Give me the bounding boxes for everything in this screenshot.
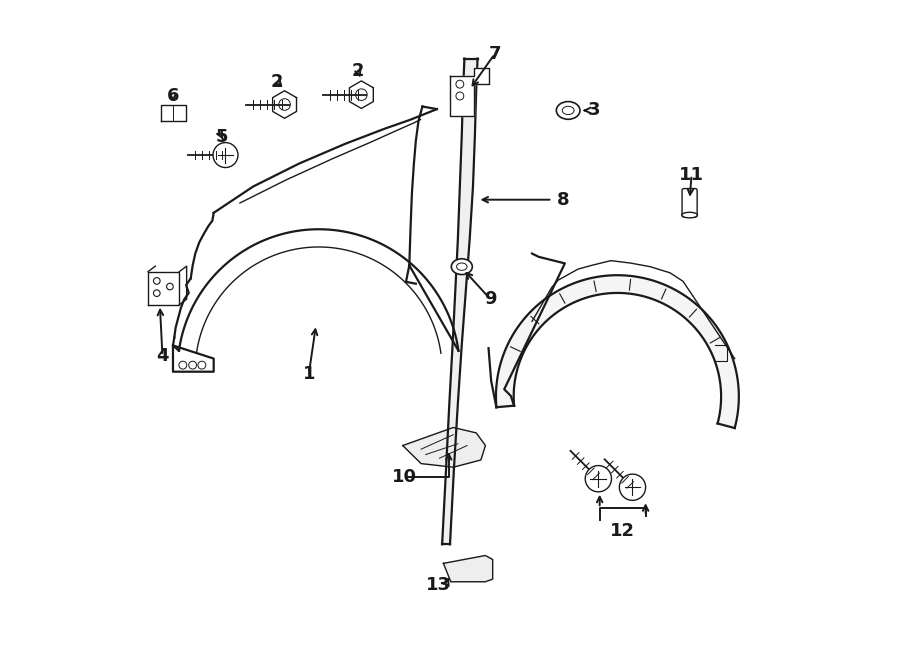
Text: 10: 10 [392,468,417,486]
Ellipse shape [451,259,472,275]
Ellipse shape [682,213,698,218]
Text: 2: 2 [271,73,284,91]
Text: 5: 5 [215,128,228,146]
Polygon shape [273,91,296,118]
Text: 2: 2 [352,62,365,80]
Polygon shape [161,105,186,121]
Text: 6: 6 [166,87,179,105]
Text: 12: 12 [609,522,634,540]
Text: 8: 8 [556,191,569,209]
Circle shape [213,142,238,167]
Text: 7: 7 [489,45,501,63]
Polygon shape [444,555,492,582]
Polygon shape [442,58,478,544]
Text: 3: 3 [589,101,600,119]
Polygon shape [402,428,485,467]
Circle shape [619,474,645,500]
Polygon shape [496,275,739,428]
Ellipse shape [556,101,580,119]
Text: 13: 13 [426,576,451,594]
Text: 1: 1 [302,365,315,383]
Text: 9: 9 [484,291,497,308]
Text: 4: 4 [157,347,168,365]
FancyBboxPatch shape [682,189,698,217]
Text: 11: 11 [680,166,704,184]
Polygon shape [349,81,373,109]
Polygon shape [450,68,490,116]
Polygon shape [148,271,179,305]
Circle shape [585,465,611,492]
